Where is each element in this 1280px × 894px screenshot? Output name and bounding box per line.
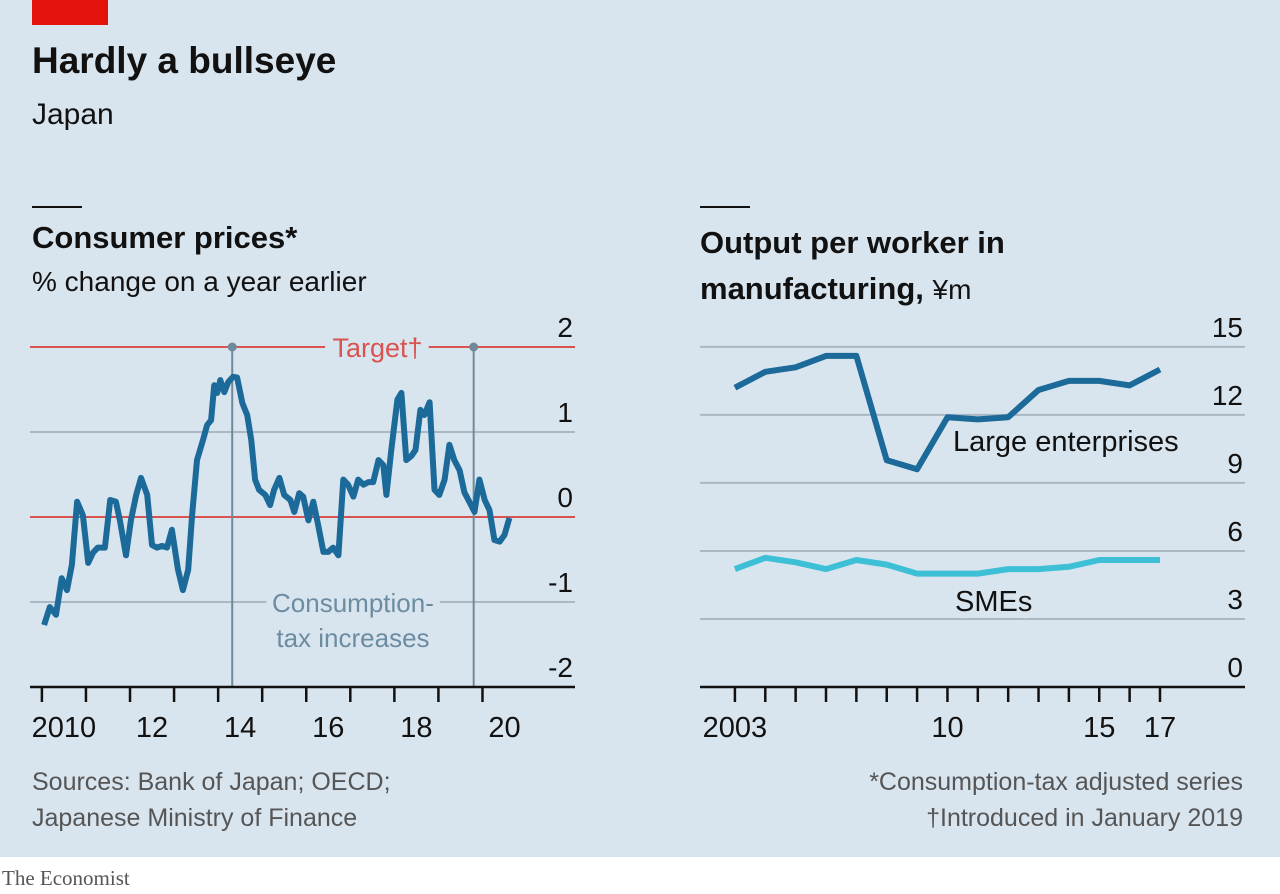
sources: Sources: Bank of Japan; OECD; Japanese M… (32, 764, 391, 836)
data-line (733, 352, 1162, 473)
y-tick-label: 1 (557, 397, 573, 428)
y-tick-label: 3 (1227, 584, 1243, 615)
y-tick-label: 9 (1227, 448, 1243, 479)
x-tick-label: 14 (224, 712, 256, 744)
subtitle: Japan (32, 98, 114, 131)
y-tick-label: 15 (1212, 312, 1243, 343)
event-dot (227, 342, 237, 352)
reference-label: Target† (332, 333, 422, 363)
x-tick-label: 17 (1144, 712, 1176, 744)
y-tick-label: 12 (1212, 380, 1243, 411)
x-tick-label: 10 (931, 712, 963, 744)
event-dot (469, 342, 479, 352)
y-tick-label: 0 (557, 482, 573, 513)
background (0, 0, 1280, 857)
series-label: SMEs (955, 586, 1032, 618)
source-line: Sources: Bank of Japan; OECD; (32, 768, 391, 796)
series-label: Large enterprises (953, 426, 1179, 458)
data-line (41, 373, 513, 626)
y-tick-label: 6 (1227, 516, 1243, 547)
chart-unit: ¥m (932, 274, 972, 305)
y-tick-label: 0 (1227, 652, 1243, 683)
brand-tag (32, 0, 108, 25)
note-line: *Consumption-tax adjusted series (869, 768, 1243, 796)
x-tick-label: 20 (488, 712, 520, 744)
x-tick-label: 2003 (703, 712, 768, 744)
rule (32, 206, 82, 208)
x-tick-label: 2010 (32, 712, 97, 744)
y-tick-label: 2 (557, 312, 573, 343)
title: Hardly a bullseye (32, 40, 337, 81)
chart-title: Output per worker in manufacturing, (700, 225, 1005, 306)
y-tick-label: -2 (548, 652, 573, 683)
notes: *Consumption-tax adjusted series †Introd… (869, 764, 1243, 836)
event-label: tax increases (276, 623, 429, 653)
brand: The Economist (2, 866, 130, 890)
source-line: Japanese Ministry of Finance (32, 804, 358, 832)
y-tick-label: -1 (548, 567, 573, 598)
data-line (733, 554, 1160, 577)
chart-title-block: Output per worker in manufacturing, ¥m (700, 220, 1130, 313)
rule (700, 206, 750, 208)
chart-subtitle: % change on a year earlier (32, 266, 367, 297)
x-tick-label: 16 (312, 712, 344, 744)
note-line: †Introduced in January 2019 (926, 804, 1243, 832)
x-tick-label: 12 (136, 712, 168, 744)
chart-title: Consumer prices* (32, 220, 298, 255)
event-label: Consumption- (272, 588, 434, 618)
x-tick-label: 18 (400, 712, 432, 744)
x-tick-label: 15 (1083, 712, 1115, 744)
